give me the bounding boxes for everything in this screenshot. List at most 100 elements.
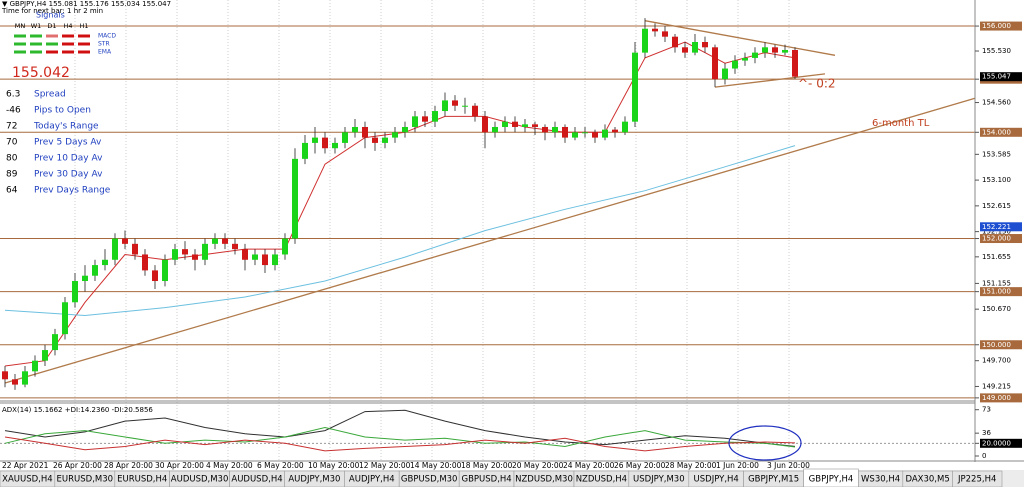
candle-body xyxy=(622,121,628,133)
tab[interactable]: GBPJPY,H4 xyxy=(803,468,859,487)
info-value: 80 xyxy=(6,154,18,164)
highlight-ellipse xyxy=(728,425,802,461)
tab-label[interactable]: JP225,H4 xyxy=(957,475,996,485)
signal-dash xyxy=(78,34,90,38)
candle-body xyxy=(342,132,348,143)
tab-label[interactable]: EURUSD,H4 xyxy=(117,475,167,485)
level-box xyxy=(980,393,1022,403)
tab-label[interactable]: NZDUSD,M30 xyxy=(515,475,573,485)
tab-label[interactable]: AUDJPY,H4 xyxy=(349,475,395,485)
tab[interactable]: USDJPY,H4 xyxy=(688,470,744,487)
candle-body xyxy=(42,350,48,361)
tab-label[interactable]: XAUUSD,H4 xyxy=(2,475,53,485)
tab[interactable]: EURUSD,H4 xyxy=(114,470,170,487)
signals-title: Signals xyxy=(36,11,65,20)
y-tick-label: 152.615 xyxy=(982,202,1011,210)
info-overlay: ▼ GBPJPY,H4 155.081 155.176 155.034 155.… xyxy=(1,0,171,196)
signal-dash xyxy=(78,42,90,46)
y-tick-label: 73 xyxy=(982,406,991,414)
candle-body xyxy=(242,249,248,260)
candle-body xyxy=(682,47,688,53)
candle-body xyxy=(552,126,558,133)
candle-body xyxy=(22,371,28,385)
candle-body xyxy=(482,116,488,133)
candle-body xyxy=(512,121,518,127)
tab-background xyxy=(952,470,1003,487)
signal-dash xyxy=(46,42,58,46)
indicator-line xyxy=(4,426,796,448)
x-tick-label: 3 Jun 20:00 xyxy=(767,461,810,470)
tab[interactable]: NZDUSD,M30 xyxy=(513,470,575,487)
x-tick-label: 30 Apr 20:00 xyxy=(155,461,204,470)
candle-body xyxy=(2,371,8,380)
tab-label[interactable]: GBPJPY,H4 xyxy=(809,475,854,485)
tab[interactable]: USDJPY,M30 xyxy=(628,470,690,487)
y-tick-label: 150.000 xyxy=(982,341,1011,349)
candle-body xyxy=(562,126,568,138)
candle-body xyxy=(302,142,308,159)
candle-body xyxy=(72,281,78,303)
info-label: Spread xyxy=(34,90,66,100)
candle-body xyxy=(382,137,388,143)
tab[interactable]: EURUSD,M30 xyxy=(54,470,116,487)
tab[interactable]: DAX30,M5 xyxy=(902,470,953,487)
candle-body xyxy=(152,270,158,282)
timeframe-label: H1 xyxy=(79,22,88,30)
candle-body xyxy=(212,238,218,244)
candle-body xyxy=(752,52,758,58)
candle-body xyxy=(192,254,198,260)
tab[interactable]: GBPUSD,M30 xyxy=(398,470,460,487)
tab[interactable]: AUDJPY,H4 xyxy=(344,470,400,487)
signal-dash xyxy=(46,50,58,54)
candle-body xyxy=(412,116,418,127)
candle-body xyxy=(52,334,58,351)
candle-body xyxy=(182,249,188,255)
info-value: 72 xyxy=(6,122,17,132)
tab-label[interactable]: WS30,H4 xyxy=(861,475,900,485)
level-box xyxy=(980,127,1022,137)
tab-label[interactable]: DAX30,M5 xyxy=(905,475,949,485)
x-tick-label: 4 May 20:00 xyxy=(206,461,253,470)
tab[interactable]: GBPJPY,M15 xyxy=(743,470,804,487)
tab[interactable]: AUDUSD,H4 xyxy=(229,470,285,487)
tab-label[interactable]: AUDJPY,M30 xyxy=(288,475,340,485)
tab[interactable]: AUDJPY,M30 xyxy=(284,470,345,487)
y-tick-label: 153.100 xyxy=(982,176,1011,184)
signal-dash xyxy=(62,34,74,38)
info-value: 89 xyxy=(6,170,18,180)
price-chart: 6-month TL ^- 0:2 xyxy=(2,18,976,390)
tab[interactable]: NZDUSD,H4 xyxy=(573,470,630,487)
tab-label[interactable]: GBPUSD,H4 xyxy=(461,475,511,485)
tab[interactable]: JP225,H4 xyxy=(952,470,1003,487)
y-tick-label: 151.155 xyxy=(982,279,1011,287)
tab[interactable]: XAUUSD,H4 xyxy=(0,470,56,487)
candle-body xyxy=(732,60,738,69)
x-tick-label: 28 Apr 20:00 xyxy=(104,461,153,470)
info-label: Prev 5 Days Av xyxy=(34,138,102,148)
candle-body xyxy=(542,126,548,133)
tab-label[interactable]: GBPJPY,M15 xyxy=(748,475,799,485)
tab-label[interactable]: NZDUSD,H4 xyxy=(576,475,627,485)
level-box xyxy=(980,21,1022,31)
tab-label[interactable]: GBPUSD,M30 xyxy=(401,475,458,485)
candle-body xyxy=(132,243,138,255)
tab-label[interactable]: USDJPY,H4 xyxy=(694,475,739,485)
signal-dash xyxy=(14,34,26,38)
trendline xyxy=(714,73,826,88)
tab-label[interactable]: AUDUSD,M30 xyxy=(171,475,229,485)
tab[interactable]: WS30,H4 xyxy=(858,470,904,487)
y-tick-label: 150.670 xyxy=(982,305,1011,313)
tab-label[interactable]: AUDUSD,H4 xyxy=(231,475,282,485)
tab[interactable]: GBPUSD,H4 xyxy=(458,470,515,487)
candle-body xyxy=(112,238,118,260)
trendline xyxy=(4,97,976,384)
tab[interactable]: AUDUSD,M30 xyxy=(169,470,230,487)
tab-label[interactable]: EURUSD,M30 xyxy=(57,475,114,485)
tab-label[interactable]: USDJPY,M30 xyxy=(633,475,685,485)
y-tick-label: 151.655 xyxy=(982,253,1011,261)
current-price: 155.042 xyxy=(12,65,70,81)
y-tick-label: 155.530 xyxy=(982,47,1011,55)
candle-body xyxy=(472,105,478,117)
candle-body xyxy=(582,132,588,134)
